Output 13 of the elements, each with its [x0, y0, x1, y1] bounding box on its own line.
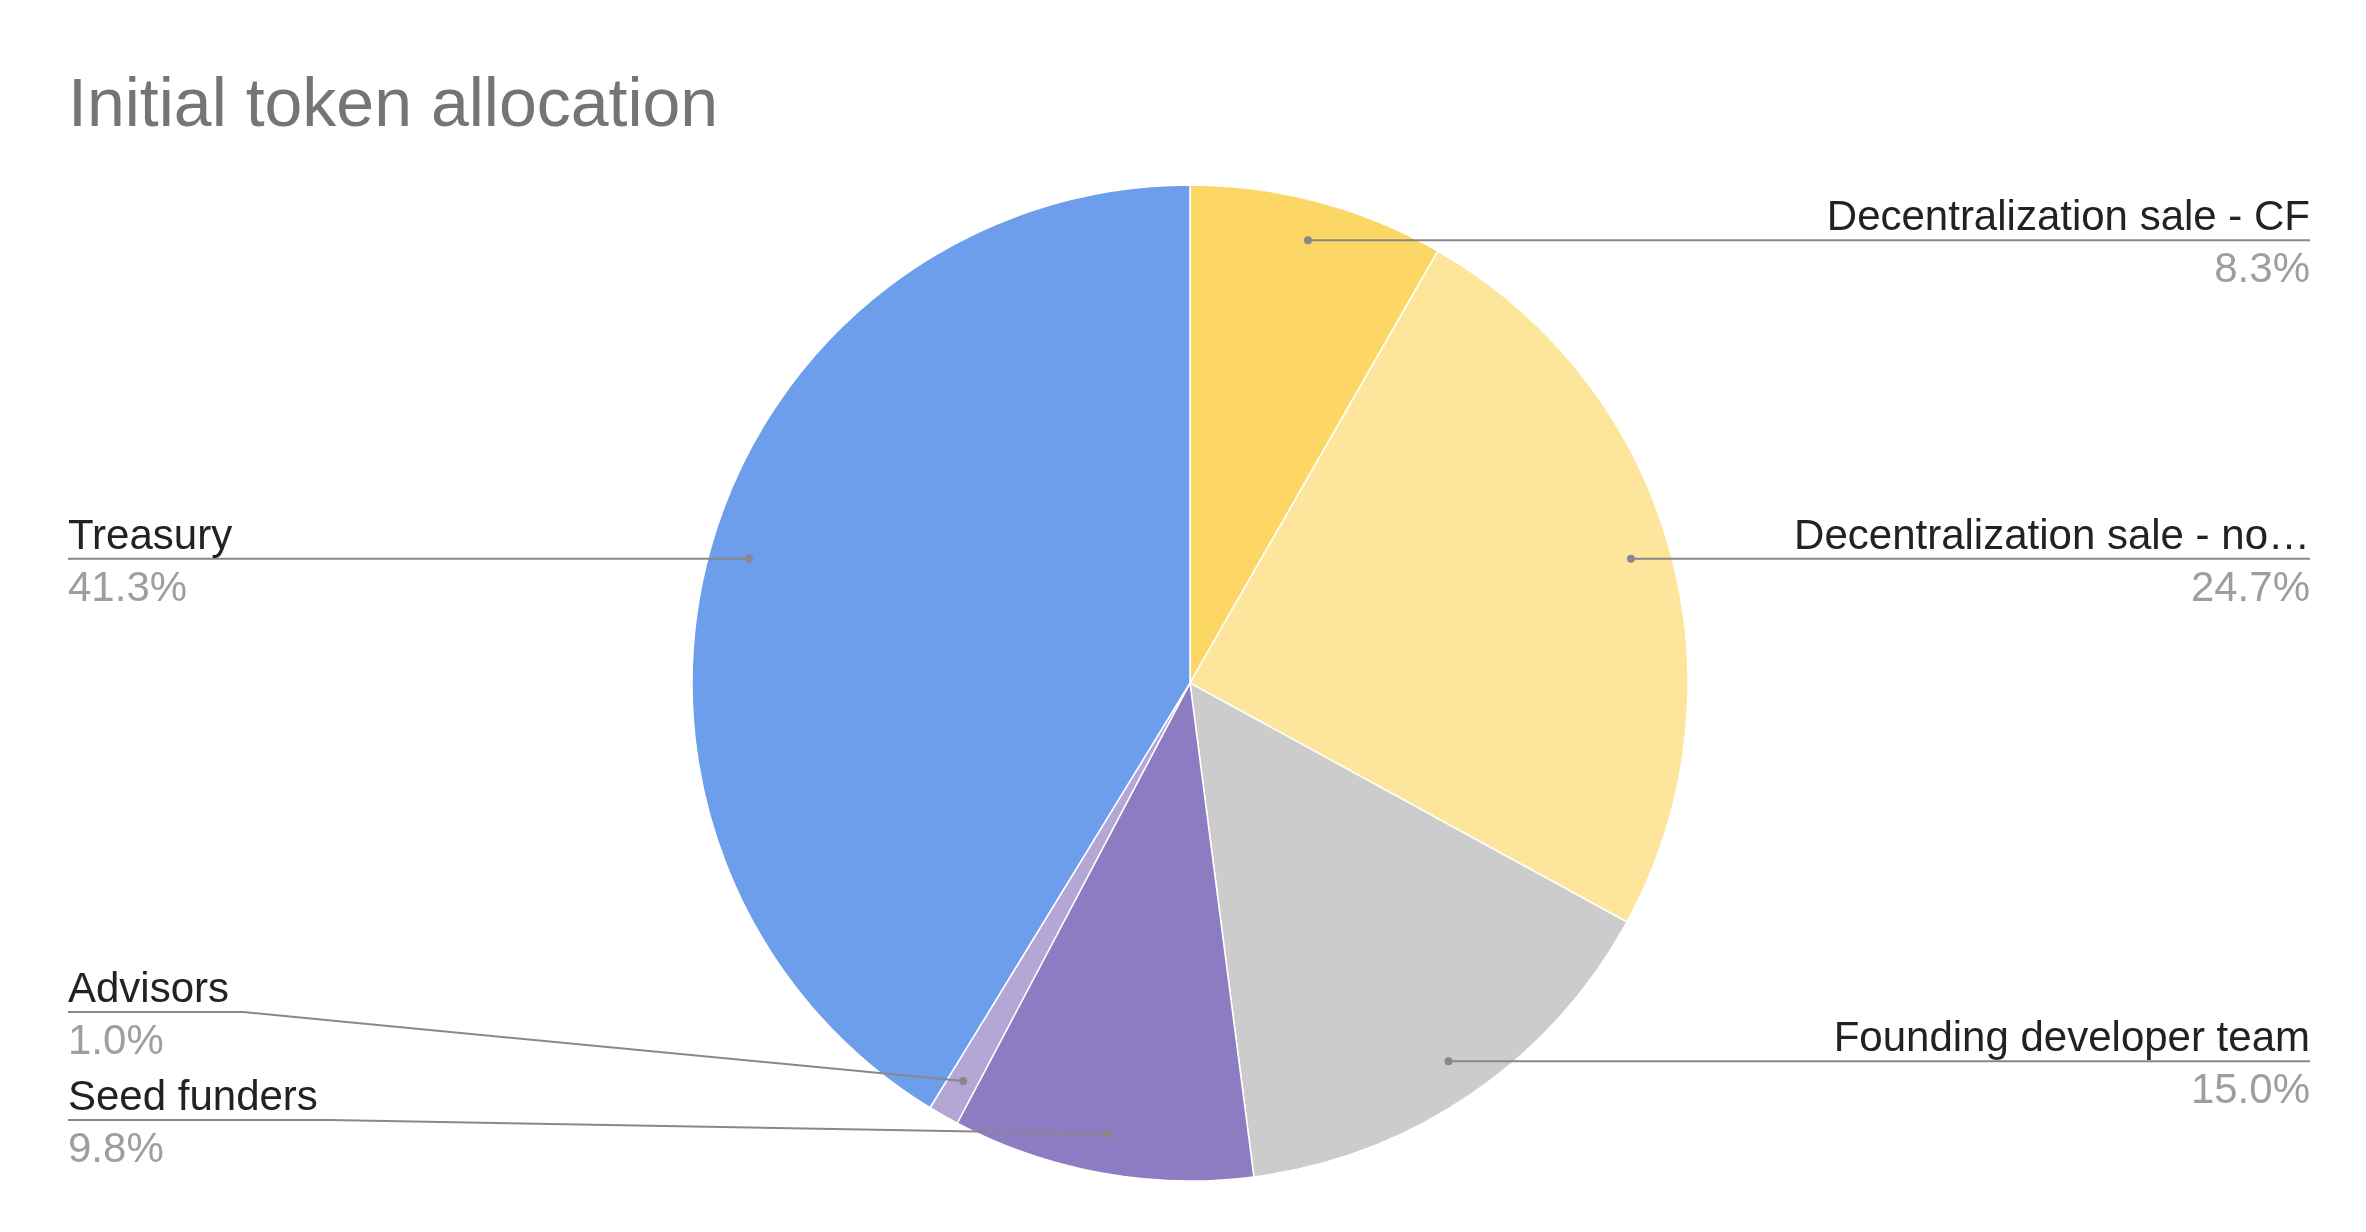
data-label: 8.3% — [2214, 244, 2310, 292]
data-label: 9.8% — [68, 1124, 164, 1171]
data-label: 1.0% — [68, 1016, 164, 1063]
slice-label: Decentralization sale - no… — [1794, 510, 2310, 558]
slice-label: Seed funders — [68, 1072, 318, 1119]
data-label: 24.7% — [2190, 562, 2310, 610]
data-label: 41.3% — [68, 562, 188, 610]
chart-title: Initial token allocation — [68, 64, 719, 140]
slice-label: Advisors — [68, 964, 230, 1011]
slice-label: Decentralization sale - CF — [1826, 192, 2310, 240]
slice-label: Founding developer team — [1833, 1013, 2310, 1061]
slice-label: Treasury — [68, 510, 233, 558]
data-label: 15.0% — [2190, 1065, 2310, 1113]
